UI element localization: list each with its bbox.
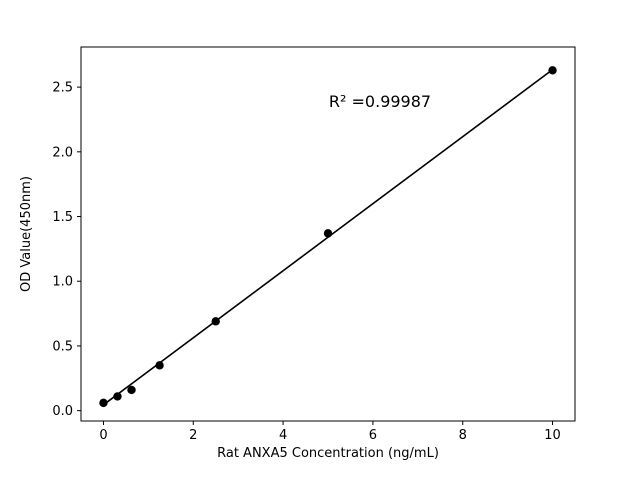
y-tick-label: 1.0 — [52, 275, 73, 290]
x-tick-label: 2 — [189, 428, 197, 443]
r-squared-annotation: R² =0.99987 — [329, 92, 431, 111]
data-point — [211, 317, 220, 326]
data-point — [127, 385, 136, 395]
data-point — [155, 361, 164, 370]
x-axis-label: Rat ANXA5 Concentration (ng/mL) — [217, 446, 439, 461]
y-tick-label: 2.5 — [52, 81, 73, 96]
y-tick-label: 0.0 — [52, 404, 73, 419]
data-point — [548, 66, 557, 75]
plot-frame — [80, 46, 576, 422]
y-tick-label: 0.5 — [52, 339, 73, 354]
x-tick-label: 4 — [279, 428, 287, 443]
data-point — [113, 392, 122, 401]
y-tick-label: 1.5 — [52, 210, 73, 225]
y-tick-label: 2.0 — [52, 145, 73, 160]
plot-render-layer: 0 2 4 6 8 10 0.0 0.5 1.0 1.5 2.0 2.5 — [52, 46, 576, 443]
data-point — [323, 229, 333, 238]
x-tick-label: 6 — [369, 428, 377, 443]
x-tick-label: 8 — [459, 428, 467, 443]
data-point — [99, 398, 108, 408]
x-tick-label: 0 — [99, 428, 107, 443]
x-tick-label: 10 — [544, 428, 561, 443]
y-axis-label: OD Value(450nm) — [19, 176, 34, 292]
